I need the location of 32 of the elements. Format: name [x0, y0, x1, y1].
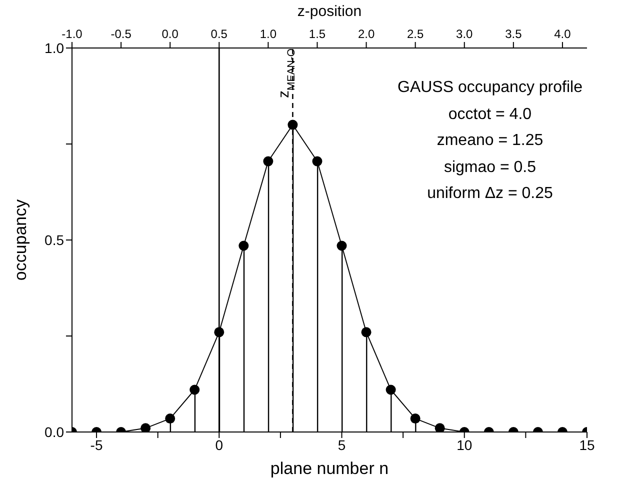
- y-axis-title: occupancy: [11, 198, 30, 281]
- x2-tick-label: -1.0: [62, 27, 83, 41]
- annotation: zmeano = 1.25: [436, 131, 544, 151]
- x-tick-label: 10: [456, 436, 472, 453]
- point: [263, 156, 274, 166]
- point: [238, 240, 249, 251]
- annotation: occtot = 4.0: [447, 104, 533, 124]
- x2-tick-label: 2.5: [406, 27, 424, 41]
- x-tick-label: 5: [338, 436, 346, 453]
- x2-tick-label: -0.5: [110, 27, 132, 41]
- x2-tick-label: 1.0: [260, 27, 277, 41]
- annotation: sigmao = 0.5: [442, 158, 538, 178]
- y-tick-label: 1.0: [44, 40, 64, 56]
- x2-tick-label: 2.0: [358, 27, 375, 41]
- x2-tick-label: 4.0: [554, 27, 572, 41]
- x2-tick-label: 0.5: [210, 27, 228, 41]
- x2-tick-label: 3.5: [505, 27, 522, 41]
- annotation: GAUSS occupancy profile: [396, 78, 584, 98]
- x-axis-title: plane number n: [270, 459, 389, 478]
- x2-tick-label: 0.0: [162, 27, 179, 41]
- y-tick-label: 0.5: [44, 232, 64, 248]
- point: [288, 120, 298, 130]
- x-tick-label: 15: [579, 436, 595, 453]
- x2-axis-title: z-position: [297, 3, 362, 20]
- x-tick-label: 0: [215, 436, 224, 453]
- y-tick-label: 0.0: [44, 424, 64, 440]
- x-tick-label: -5: [90, 436, 103, 453]
- point: [312, 156, 322, 166]
- x2-tick-label: 1.5: [308, 27, 326, 41]
- point: [336, 240, 347, 251]
- annotation: uniform Δz = 0.25: [426, 184, 554, 204]
- x2-tick-label: 3.0: [456, 27, 474, 41]
